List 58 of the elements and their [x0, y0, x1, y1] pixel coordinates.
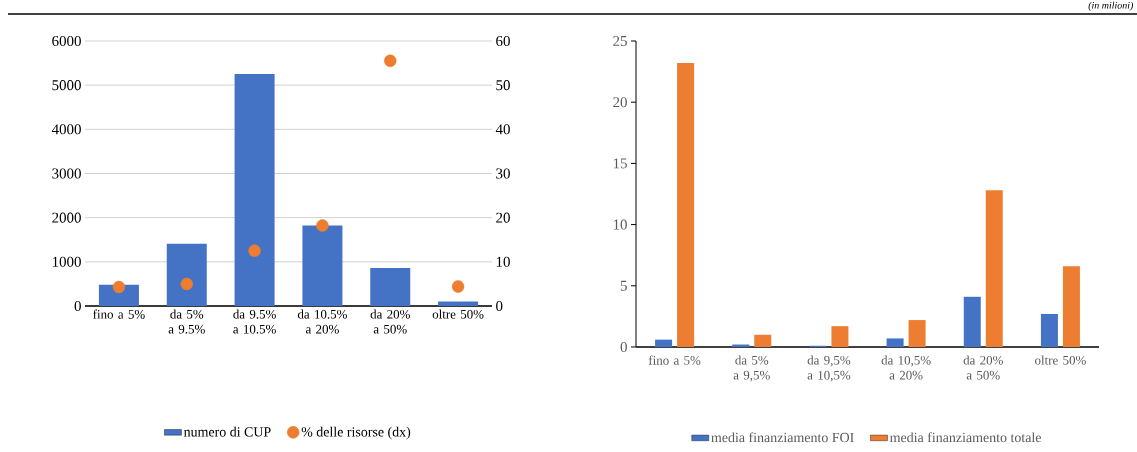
bar [1040, 313, 1058, 347]
y-tick-label: 0 [620, 341, 627, 353]
x-tick-label: oltre 50% [1035, 355, 1086, 365]
bar [302, 225, 343, 306]
point [112, 280, 126, 294]
bar [1062, 266, 1080, 347]
y-tick-label: 5 [620, 280, 627, 291]
y-tick-label: 5000 [52, 80, 81, 91]
x-tick-label: da 20% a 50% [370, 309, 410, 334]
y2-tick-label: 50 [496, 80, 510, 91]
bar [963, 296, 981, 347]
bar [234, 74, 275, 306]
bar [886, 338, 904, 347]
x-tick-label: fino a 5% [93, 309, 145, 319]
y-tick-label: 1000 [52, 256, 81, 267]
bar [655, 339, 673, 347]
y-tick-label: 2000 [52, 212, 81, 223]
y-tick-label: 4000 [51, 124, 81, 135]
x-tick-label: da 10.5% a 20% [297, 309, 347, 334]
bar [831, 326, 849, 347]
y-tick-label: 6000 [52, 35, 81, 47]
y-tick-label: 0 [74, 300, 81, 312]
y-tick-label: 15 [613, 158, 627, 169]
legend-label: media finanziamento totale [889, 432, 1041, 443]
bar [438, 301, 479, 306]
legend-label: media finanziamento FOI [711, 432, 854, 443]
point [248, 244, 261, 257]
y-tick-label: 10 [613, 219, 627, 230]
y2-tick-label: 30 [496, 168, 510, 179]
y2-tick-label: 40 [495, 124, 510, 135]
y-tick-label: 25 [613, 35, 627, 46]
point [451, 280, 465, 293]
y2-tick-label: 0 [496, 300, 503, 312]
bar [908, 320, 926, 347]
x-tick-label: da 20% a 50% [963, 355, 1003, 380]
x-tick-label: da 5% a 9,5% [733, 355, 770, 382]
y2-tick-label: 20 [496, 212, 510, 223]
x-tick-label: da 10,5% a 20% [881, 355, 931, 380]
text: (in milioni) [1088, 1, 1133, 11]
legend-label: % delle risorse (dx) [301, 426, 411, 440]
x-tick-label: da 9.5% a 10.5% [233, 309, 276, 334]
bar [166, 243, 207, 306]
point [384, 54, 397, 68]
point [180, 277, 193, 291]
y-tick-label: 20 [613, 97, 627, 108]
bar [677, 63, 695, 347]
y-tick-label: 3000 [52, 168, 81, 179]
x-tick-label: da 5% a 9.5% [168, 309, 205, 334]
bar [985, 190, 1003, 347]
bar [754, 334, 772, 347]
y2-tick-label: 10 [496, 256, 510, 267]
legend-label: numero di CUP [183, 426, 271, 437]
point [316, 219, 329, 232]
x-tick-label: oltre 50% [432, 309, 484, 319]
x-tick-label: da 9,5% a 10,5% [807, 355, 851, 382]
bar [370, 268, 411, 306]
y2-tick-label: 60 [496, 35, 510, 47]
x-tick-label: fino a 5% [648, 355, 701, 365]
